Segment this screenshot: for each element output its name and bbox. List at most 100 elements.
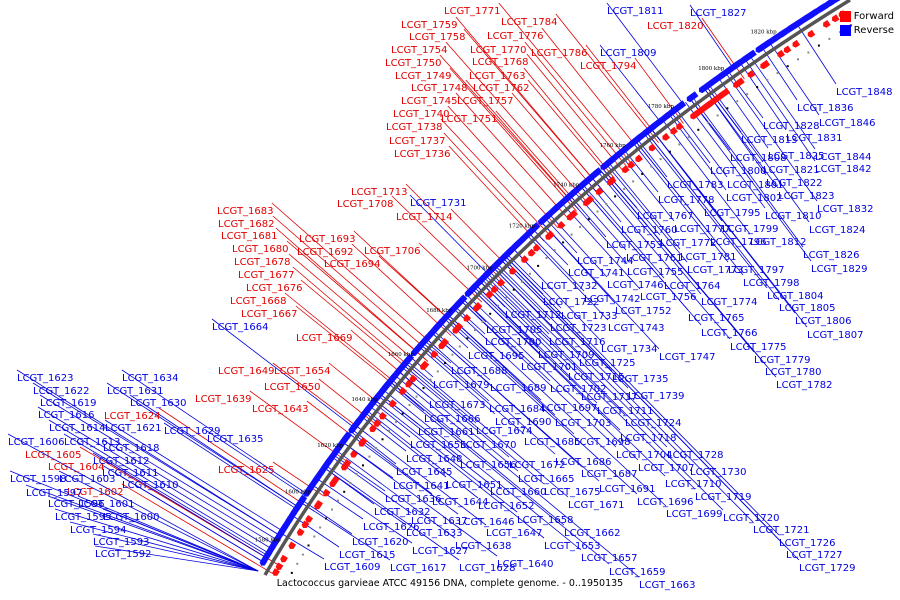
gene-label[interactable]: LCGT_1623 [17, 373, 74, 384]
gene-label[interactable]: LCGT_1634 [122, 373, 179, 384]
gene-label[interactable]: LCGT_1780 [765, 367, 822, 378]
gene-label[interactable]: LCGT_1813 [741, 135, 798, 146]
gene-label[interactable]: LCGT_1795 [704, 208, 761, 219]
gene-label[interactable]: LCGT_1597 [26, 488, 83, 499]
gene-label[interactable]: LCGT_1685 [524, 437, 581, 448]
gene-label[interactable]: LCGT_1656 [460, 460, 517, 471]
gene-label[interactable]: LCGT_1649 [218, 366, 275, 377]
gene-label[interactable]: LCGT_1700 [485, 337, 542, 348]
gene-label[interactable]: LCGT_1592 [95, 549, 152, 560]
gene-label[interactable]: LCGT_1640 [497, 559, 554, 570]
gene-label[interactable]: LCGT_1721 [753, 525, 810, 536]
gene-label[interactable]: LCGT_1639 [195, 394, 252, 405]
gene-label[interactable]: LCGT_1604 [48, 462, 105, 473]
gene-label[interactable]: LCGT_1598 [10, 474, 67, 485]
gene-label[interactable]: LCGT_1620 [352, 537, 409, 548]
gene-label[interactable]: LCGT_1606 [8, 437, 65, 448]
gene-label[interactable]: LCGT_1646 [458, 517, 515, 528]
gene-label[interactable]: LCGT_1744 [577, 256, 634, 267]
gene-label[interactable]: LCGT_1725 [579, 358, 636, 369]
gene-label[interactable]: LCGT_1667 [241, 309, 298, 320]
gene-label[interactable]: LCGT_1684 [489, 404, 546, 415]
gene-label[interactable]: LCGT_1760 [621, 225, 678, 236]
gene-label[interactable]: LCGT_1670 [460, 440, 517, 451]
gene-label[interactable]: LCGT_1765 [688, 313, 745, 324]
gene-label[interactable]: LCGT_1778 [658, 195, 715, 206]
gene-label[interactable]: LCGT_1809 [600, 48, 657, 59]
gene-label[interactable]: LCGT_1626 [363, 522, 420, 533]
gene-label[interactable]: LCGT_1710 [665, 479, 722, 490]
gene-label[interactable]: LCGT_1609 [324, 562, 381, 573]
gene-label[interactable]: LCGT_1762 [473, 83, 530, 94]
gene-label[interactable]: LCGT_1755 [627, 267, 684, 278]
gene-label[interactable]: LCGT_1662 [564, 528, 621, 539]
gene-label[interactable]: LCGT_1848 [836, 87, 893, 98]
gene-label[interactable]: LCGT_1741 [568, 268, 625, 279]
gene-label[interactable]: LCGT_1595 [55, 512, 112, 523]
gene-label[interactable]: LCGT_1711 [597, 406, 654, 417]
gene-label[interactable]: LCGT_1611 [102, 468, 159, 479]
gene-label[interactable]: LCGT_1786 [531, 48, 588, 59]
gene-label[interactable]: LCGT_1754 [391, 45, 448, 56]
gene-label[interactable]: LCGT_1628 [459, 563, 516, 574]
gene-label[interactable]: LCGT_1661 [418, 427, 475, 438]
gene-label[interactable]: LCGT_1688 [451, 366, 508, 377]
gene-label[interactable]: LCGT_1668 [230, 296, 287, 307]
gene-label[interactable]: LCGT_1797 [728, 265, 785, 276]
gene-label[interactable]: LCGT_1756 [640, 292, 697, 303]
gene-label[interactable]: LCGT_1678 [234, 257, 291, 268]
gene-label[interactable]: LCGT_1753 [606, 240, 663, 251]
gene-label[interactable]: LCGT_1805 [779, 303, 836, 314]
gene-label[interactable]: LCGT_1654 [274, 366, 331, 377]
gene-label[interactable]: LCGT_1681 [221, 231, 278, 242]
gene-label[interactable]: LCGT_1727 [786, 550, 843, 561]
gene-label[interactable]: LCGT_1616 [38, 410, 95, 421]
gene-label[interactable]: LCGT_1638 [455, 541, 512, 552]
gene-label[interactable]: LCGT_1618 [103, 443, 160, 454]
gene-label[interactable]: LCGT_1806 [795, 316, 852, 327]
gene-label[interactable]: LCGT_1714 [396, 212, 453, 223]
gene-label[interactable]: LCGT_1826 [803, 250, 860, 261]
gene-label[interactable]: LCGT_1783 [667, 180, 724, 191]
gene-label[interactable]: LCGT_1665 [518, 474, 575, 485]
gene-label[interactable]: LCGT_1767 [637, 211, 694, 222]
gene-label[interactable]: LCGT_1798 [743, 278, 800, 289]
gene-label[interactable]: LCGT_1648 [406, 454, 463, 465]
gene-label[interactable]: LCGT_1846 [819, 118, 876, 129]
gene-label[interactable]: LCGT_1775 [730, 342, 787, 353]
gene-label[interactable]: LCGT_1614 [49, 423, 106, 434]
gene-label[interactable]: LCGT_1771 [444, 6, 501, 17]
gene-label[interactable]: LCGT_1679 [433, 380, 490, 391]
gene-label[interactable]: LCGT_1773 [687, 265, 744, 276]
gene-label[interactable]: LCGT_1757 [457, 96, 514, 107]
gene-label[interactable]: LCGT_1622 [33, 386, 90, 397]
gene-label[interactable]: LCGT_1602 [67, 487, 124, 498]
gene-label[interactable]: LCGT_1673 [429, 400, 486, 411]
gene-label[interactable]: LCGT_1621 [105, 423, 162, 434]
gene-label[interactable]: LCGT_1617 [390, 563, 447, 574]
gene-label[interactable]: LCGT_1705 [486, 325, 543, 336]
gene-label[interactable]: LCGT_1631 [107, 386, 164, 397]
gene-label[interactable]: LCGT_1720 [723, 513, 780, 524]
gene-label[interactable]: LCGT_1776 [487, 31, 544, 42]
gene-label[interactable]: LCGT_1702 [550, 384, 607, 395]
gene-label[interactable]: LCGT_1664 [212, 322, 269, 333]
gene-label[interactable]: LCGT_1829 [811, 264, 868, 275]
gene-label[interactable]: LCGT_1613 [64, 437, 121, 448]
gene-label[interactable]: LCGT_1703 [555, 418, 612, 429]
gene-label[interactable]: LCGT_1763 [469, 71, 526, 82]
gene-label[interactable]: LCGT_1686 [555, 457, 612, 468]
gene-label[interactable]: LCGT_1690 [495, 417, 552, 428]
gene-label[interactable]: LCGT_1719 [695, 492, 752, 503]
gene-label[interactable]: LCGT_1759 [401, 20, 458, 31]
gene-label[interactable]: LCGT_1761 [626, 253, 683, 264]
gene-label[interactable]: LCGT_1695 [468, 351, 525, 362]
gene-label[interactable]: LCGT_1730 [690, 467, 747, 478]
gene-label[interactable]: LCGT_1660 [490, 487, 547, 498]
gene-label[interactable]: LCGT_1657 [581, 553, 638, 564]
gene-label[interactable]: LCGT_1666 [424, 414, 481, 425]
gene-label[interactable]: LCGT_1740 [393, 109, 450, 120]
gene-label[interactable]: LCGT_1742 [584, 294, 641, 305]
gene-label[interactable]: LCGT_1615 [339, 550, 396, 561]
gene-label[interactable]: LCGT_1682 [218, 219, 275, 230]
